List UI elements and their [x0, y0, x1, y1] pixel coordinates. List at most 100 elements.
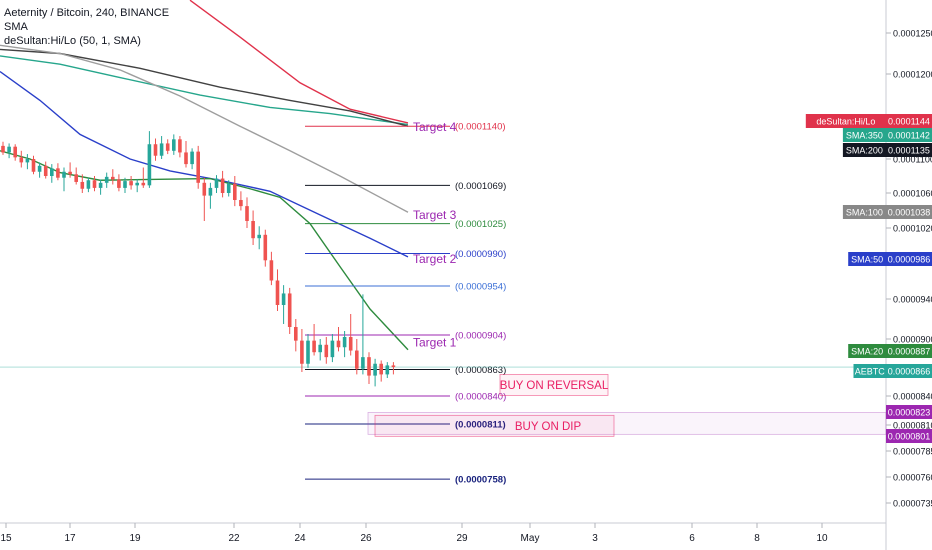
badge-name: SMA:50	[851, 255, 883, 265]
candle-body	[385, 365, 390, 375]
candle-body	[294, 327, 298, 341]
badge-value-bg	[886, 252, 932, 266]
price-label: 0.0000785	[893, 447, 932, 457]
price-label: 0.0000735	[893, 499, 932, 509]
badge-value-bg	[886, 344, 932, 358]
candle-body	[361, 357, 365, 369]
candle-body	[13, 146, 17, 158]
candle-body	[111, 176, 115, 180]
time-label: 29	[456, 533, 468, 544]
candle-body	[269, 260, 274, 281]
symbol-title: Aeternity / Bitcoin, 240, BINANCE	[4, 7, 170, 19]
badge-value: 0.0000866	[888, 367, 931, 377]
badge-value-bg	[886, 364, 932, 378]
badge-name: SMA:200	[846, 146, 883, 156]
candle-body	[86, 180, 91, 189]
candle-body	[68, 171, 72, 175]
candle-body	[379, 363, 383, 375]
time-label: 10	[816, 533, 828, 544]
badge-value: 0.0001038	[888, 208, 931, 218]
candle-body	[1, 145, 5, 153]
badge-name-bg	[848, 252, 886, 266]
price-label: 0.0001020	[893, 224, 932, 234]
candle-body	[373, 363, 377, 376]
time-label: May	[521, 533, 540, 544]
candle-body	[239, 200, 243, 207]
candle-body	[129, 181, 133, 186]
badge-name-bg	[842, 205, 886, 219]
badge-value: 0.0000986	[888, 255, 931, 265]
price-label: 0.0000900	[893, 335, 932, 345]
level-value-label: (0.0000990)	[455, 249, 506, 260]
candle-body	[330, 340, 335, 358]
candle-body	[19, 157, 24, 163]
buy-on-dip-label: BUY ON DIP	[515, 421, 582, 433]
sma-hilo-line	[189, 0, 409, 124]
badge-name: SMA:100	[846, 208, 883, 218]
candle-body	[62, 171, 66, 178]
target-label: Target 3	[413, 208, 457, 222]
candle-body	[318, 344, 322, 353]
sma-100-line	[0, 44, 409, 213]
candle-body	[336, 340, 341, 348]
candle-body	[117, 179, 121, 188]
candle-body	[135, 182, 139, 186]
price-label: 0.0000810	[893, 421, 932, 431]
candle-body	[92, 180, 97, 188]
indicator-hilo-label: deSultan:Hi/Lo (50, 1, SMA)	[4, 35, 141, 47]
time-label: 24	[294, 533, 306, 544]
level-value-label: (0.0001140)	[455, 122, 506, 133]
candle-body	[147, 144, 152, 186]
candle-body	[178, 139, 182, 153]
sma-350-line	[0, 55, 409, 126]
candle-body	[165, 143, 170, 151]
candle-body	[56, 168, 60, 178]
candle-body	[300, 340, 304, 364]
badge-name-bg	[842, 143, 886, 157]
level-value-label: (0.0000758)	[455, 475, 506, 486]
badge-name: AEBTC	[855, 367, 886, 377]
level-value-label: (0.0000904)	[455, 331, 506, 342]
candle-body	[31, 159, 36, 172]
level-value-label: (0.0001069)	[455, 181, 506, 192]
candle-body	[391, 365, 396, 368]
price-label: 0.0001060	[893, 189, 932, 199]
candle-body	[196, 151, 200, 183]
price-label: 0.0001250	[893, 29, 932, 39]
time-label: 6	[689, 533, 695, 544]
level-value-label: (0.0000863)	[455, 365, 506, 376]
badge-name-bg	[853, 364, 886, 378]
badge-value: 0.0000801	[888, 432, 931, 442]
badge-value: 0.0001142	[888, 131, 930, 141]
candle-body	[312, 340, 316, 353]
candle-body	[104, 176, 109, 183]
candle-body	[153, 144, 158, 156]
price-label: 0.0001100	[893, 155, 932, 165]
badge-value-bg	[886, 205, 932, 219]
candle-body	[251, 221, 255, 239]
buy-on-reversal-box	[499, 373, 609, 396]
time-label: 15	[0, 533, 12, 544]
time-label: 26	[360, 533, 372, 544]
target-label: Target 4	[413, 120, 457, 134]
badge-name: SMA:350	[846, 131, 883, 141]
candle-body	[281, 293, 286, 305]
buy-on-reversal-label: BUY ON REVERSAL	[500, 380, 609, 392]
badge-name-bg	[848, 344, 886, 358]
level-value-label: (0.0000840)	[455, 392, 506, 403]
candle-body	[141, 182, 146, 186]
level-value-label: (0.0000811)	[455, 420, 506, 431]
level-value-label: (0.0000954)	[455, 282, 506, 293]
badge-value: 0.0001135	[888, 146, 930, 156]
target-label: Target 1	[413, 335, 457, 349]
candle-body	[37, 165, 42, 172]
buy-zone-band	[367, 412, 887, 435]
candle-body	[233, 183, 237, 200]
candle-body	[367, 357, 371, 376]
candle-body	[355, 350, 359, 369]
candle-body	[190, 151, 194, 165]
candle-body	[348, 337, 353, 351]
candle-body	[342, 337, 347, 348]
badge-name-bg	[842, 128, 886, 142]
